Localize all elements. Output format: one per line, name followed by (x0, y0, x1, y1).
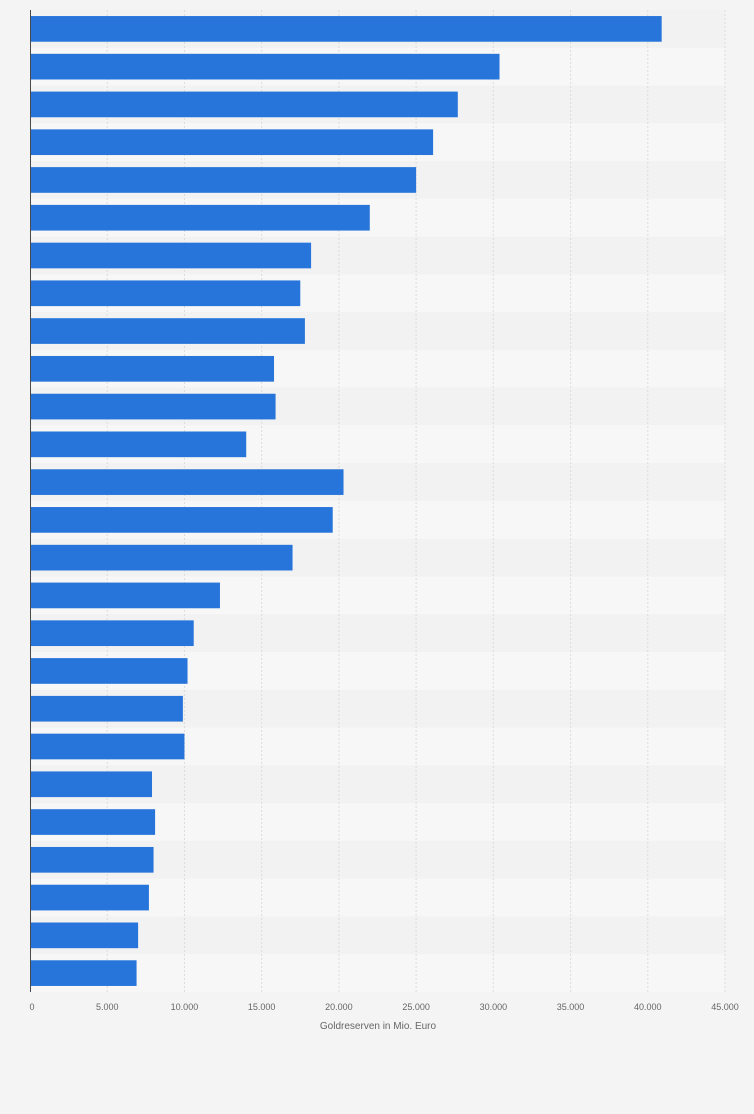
bar[interactable] (30, 620, 194, 647)
bar[interactable] (30, 733, 185, 760)
bar[interactable] (30, 922, 139, 949)
x-axis-ticks: 0 5.000 10.000 15.000 20.000 25.000 30.000 35.0… (29, 1002, 738, 1012)
row-band (30, 954, 725, 992)
bar[interactable] (30, 431, 247, 458)
x-tick-label: 30.000 (480, 1002, 508, 1012)
bar[interactable] (30, 960, 137, 986)
row-band (30, 916, 725, 955)
bar[interactable] (30, 469, 344, 495)
bar-series (30, 16, 662, 986)
bar[interactable] (30, 582, 220, 609)
bar[interactable] (30, 91, 458, 118)
bar[interactable] (30, 53, 500, 80)
bar[interactable] (30, 204, 370, 231)
bar[interactable] (30, 129, 434, 156)
bar[interactable] (30, 167, 417, 193)
bar[interactable] (30, 280, 301, 307)
x-tick-label: 45.000 (711, 1002, 739, 1012)
bar[interactable] (30, 771, 153, 798)
bar[interactable] (30, 695, 183, 722)
bar[interactable] (30, 544, 293, 571)
bar[interactable] (30, 884, 149, 911)
bar[interactable] (30, 507, 333, 533)
bar[interactable] (30, 658, 188, 684)
x-tick-label: 15.000 (248, 1002, 276, 1012)
bar[interactable] (30, 16, 662, 42)
bar[interactable] (30, 393, 276, 420)
x-tick-label: 0 (29, 1002, 34, 1012)
x-tick-label: 35.000 (557, 1002, 585, 1012)
x-tick-label: 25.000 (402, 1002, 430, 1012)
x-axis-label: Goldreserven in Mio. Euro (320, 1021, 437, 1032)
bar[interactable] (30, 846, 154, 873)
x-tick-label: 20.000 (325, 1002, 353, 1012)
bar[interactable] (30, 318, 305, 344)
x-tick-label: 5.000 (96, 1002, 119, 1012)
bar[interactable] (30, 355, 275, 382)
bar[interactable] (30, 242, 312, 269)
bar[interactable] (30, 809, 156, 835)
row-bands (30, 10, 725, 992)
x-tick-label: 10.000 (171, 1002, 199, 1012)
x-tick-label: 40.000 (634, 1002, 662, 1012)
